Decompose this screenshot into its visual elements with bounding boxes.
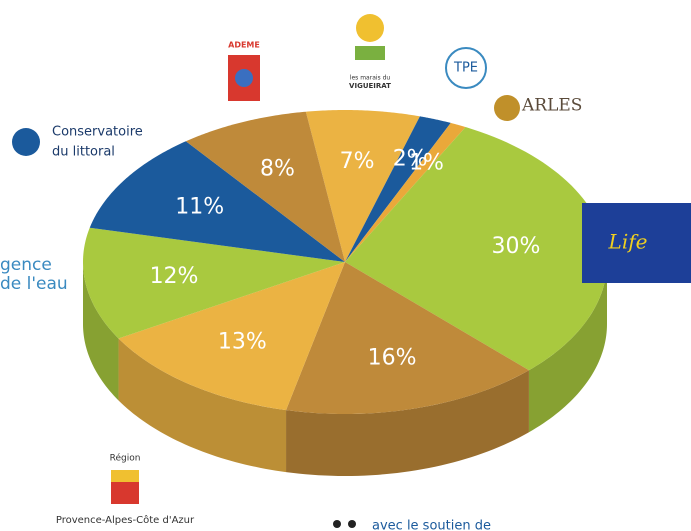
logo-text: Région	[110, 453, 141, 464]
logo-icon	[348, 520, 356, 528]
logo-text: les marais du	[350, 75, 391, 82]
logo-text: TPE	[453, 61, 478, 76]
value-label: 30%	[492, 234, 541, 259]
logo-icon	[235, 69, 253, 87]
pie-side	[528, 262, 607, 433]
pie-side	[286, 370, 529, 476]
logo-icon	[355, 46, 385, 60]
logo-icon	[333, 520, 341, 528]
value-label: 12%	[150, 264, 199, 289]
pie-side	[83, 262, 119, 401]
logo-soutien: avec le soutien de	[333, 519, 491, 531]
pie-slice	[345, 127, 607, 371]
logo-text: de l'eau	[0, 274, 68, 294]
pie-slice	[286, 262, 529, 414]
value-label: 2%	[393, 146, 428, 171]
logo-region: Région Provence-Alpes-Côte d'Azur	[56, 453, 195, 527]
pie-slice	[345, 116, 451, 263]
logo-life: Life	[582, 203, 691, 283]
logo-text: du littoral	[52, 145, 115, 160]
logo-arles: ARLES	[494, 95, 582, 121]
logo-agence: gence de l'eau	[0, 255, 68, 294]
logo-text: Provence-Alpes-Côte d'Azur	[56, 514, 195, 526]
logo-text: Conservatoire	[52, 125, 143, 140]
logo-icon	[582, 203, 691, 283]
value-label: 16%	[368, 346, 417, 371]
pie-slice	[118, 262, 345, 411]
logo-tpe: TPE	[445, 47, 487, 89]
pie-slice	[83, 227, 345, 339]
logo-ademe: ADEME	[228, 41, 260, 101]
logo-text: avec le soutien de	[372, 519, 491, 531]
logo-text: gence	[0, 255, 52, 275]
pie-side	[118, 338, 287, 473]
pie: 7% 2%1% 30% 16% 13% 12% 11% 8%	[83, 110, 607, 476]
logo-vigueirat: les marais du VIGUEIRAT	[349, 14, 391, 90]
logo-icon	[111, 470, 139, 482]
pie-slice	[345, 122, 466, 262]
logo-text: VIGUEIRAT	[349, 82, 391, 90]
value-label: 11%	[175, 195, 224, 220]
pie-slice	[305, 110, 420, 262]
logo-text: ADEME	[228, 41, 260, 50]
logo-conservatoire: Conservatoire du littoral	[12, 125, 143, 160]
logo-icon	[445, 47, 487, 89]
value-label: 8%	[260, 157, 295, 182]
pie-slice	[89, 141, 345, 262]
value-label: 13%	[218, 330, 267, 355]
logo-text: ARLES	[521, 96, 582, 116]
value-label: 7%	[340, 149, 375, 174]
logo-text: Life	[608, 230, 648, 254]
logo-icon	[356, 14, 384, 42]
logo-icon	[494, 95, 520, 121]
value-label: 1%	[409, 150, 444, 175]
pie-slice	[185, 111, 345, 263]
logo-icon	[12, 128, 40, 156]
